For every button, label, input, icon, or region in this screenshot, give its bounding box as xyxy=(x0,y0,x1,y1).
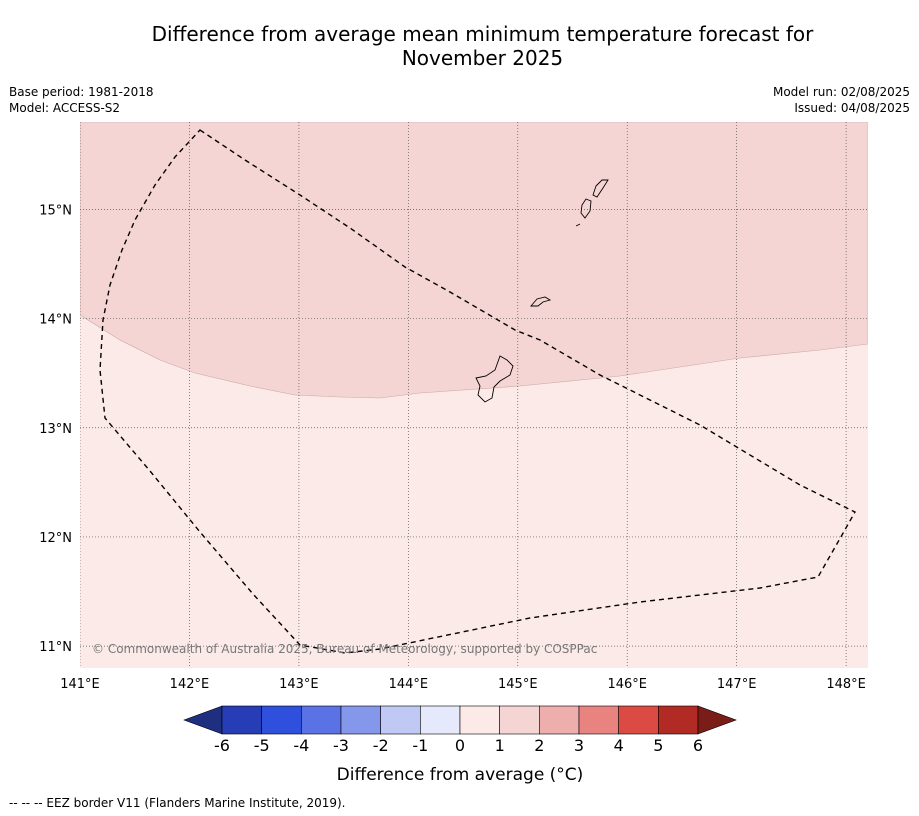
colorbar: -6 -5 -4 -3 -2 -1 0 1 2 3 4 5 6 Difference from aver… xyxy=(183,705,737,785)
title-line-1: Difference from average mean minimum tem… xyxy=(151,22,814,46)
lon-tick-label: 143°E xyxy=(279,677,319,692)
colorbar-box xyxy=(301,705,342,735)
colorbar-box xyxy=(578,705,619,735)
lon-tick-label: 148°E xyxy=(826,677,866,692)
lat-tick-label: 13°N xyxy=(39,422,72,437)
chart-title: Difference from average mean minimum tem… xyxy=(0,22,919,70)
colorbar-tick-label: -3 xyxy=(333,736,349,755)
colorbar-ticks: -6 -5 -4 -3 -2 -1 0 1 2 3 4 5 6 xyxy=(214,736,703,755)
tinian-island xyxy=(580,198,592,219)
colorbar-tick-label: -5 xyxy=(254,736,270,755)
guam-island xyxy=(475,355,514,403)
gridlines xyxy=(80,122,868,668)
colorbar-tick-label: -4 xyxy=(293,736,309,755)
model-run: Model run: 02/08/2025 xyxy=(772,85,910,99)
colorbar-box xyxy=(261,705,302,735)
lon-tick-label: 142°E xyxy=(170,677,210,692)
meta-right: Model run: 02/08/2025 Issued: 04/08/2025 xyxy=(773,84,910,116)
colorbar-tick-label: 0 xyxy=(455,736,465,755)
islet xyxy=(575,223,581,227)
copyright-text: © Commonwealth of Australia 2025, Bureau… xyxy=(92,642,597,656)
region-1-to-2 xyxy=(80,122,868,399)
lon-tick-label: 147°E xyxy=(717,677,757,692)
eez-border xyxy=(99,129,856,654)
lon-tick-label: 145°E xyxy=(498,677,538,692)
colorbar-box xyxy=(221,705,262,735)
model-name: Model: ACCESS-S2 xyxy=(9,101,121,115)
colorbar-box xyxy=(618,705,659,735)
eez-legend-note: -- -- -- EEZ border V11 (Flanders Marine… xyxy=(9,796,346,810)
colorbar-extend-high xyxy=(697,705,737,735)
colorbar-box xyxy=(340,705,381,735)
longitude-labels: 141°E 142°E 143°E 144°E 145°E 146°E 147°E 148°E xyxy=(60,677,866,692)
colorbar-tick-label: 2 xyxy=(534,736,544,755)
lat-tick-label: 15°N xyxy=(39,203,72,218)
lon-tick-label: 146°E xyxy=(607,677,647,692)
colorbar-tick-label: 4 xyxy=(614,736,624,755)
meta-left: Base period: 1981-2018 Model: ACCESS-S2 xyxy=(9,84,154,116)
colorbar-box xyxy=(658,705,699,735)
lon-tick-label: 141°E xyxy=(60,677,100,692)
colorbar-label: Difference from average (°C) xyxy=(337,765,584,785)
lat-tick-label: 14°N xyxy=(39,313,72,328)
lat-tick-label: 12°N xyxy=(39,531,72,546)
colorbar-tick-label: 1 xyxy=(495,736,505,755)
colorbar-tick-label: 3 xyxy=(574,736,584,755)
map-figure: © Commonwealth of Australia 2025, Bureau… xyxy=(39,122,868,785)
issued-date: Issued: 04/08/2025 xyxy=(794,101,910,115)
colorbar-box xyxy=(380,705,421,735)
latitude-labels: 15°N 14°N 13°N 12°N 11°N xyxy=(39,203,72,655)
colorbar-boxes xyxy=(221,705,699,735)
saipan-island xyxy=(592,179,609,198)
lat-tick-label: 11°N xyxy=(39,640,72,655)
colorbar-box xyxy=(459,705,500,735)
colorbar-extend-low xyxy=(183,705,223,735)
title-line-2: November 2025 xyxy=(401,46,564,70)
colorbar-tick-label: -1 xyxy=(412,736,428,755)
colorbar-tick-label: 6 xyxy=(693,736,703,755)
colorbar-box xyxy=(420,705,461,735)
colorbar-box xyxy=(539,705,580,735)
colorbar-tick-label: -6 xyxy=(214,736,230,755)
base-period: Base period: 1981-2018 xyxy=(9,85,154,99)
colorbar-tick-label: -2 xyxy=(373,736,389,755)
lon-tick-label: 144°E xyxy=(389,677,429,692)
map-plot: © Commonwealth of Australia 2025, Bureau… xyxy=(80,122,868,668)
colorbar-tick-label: 5 xyxy=(653,736,663,755)
rota-island xyxy=(530,296,552,307)
colorbar-box xyxy=(499,705,540,735)
